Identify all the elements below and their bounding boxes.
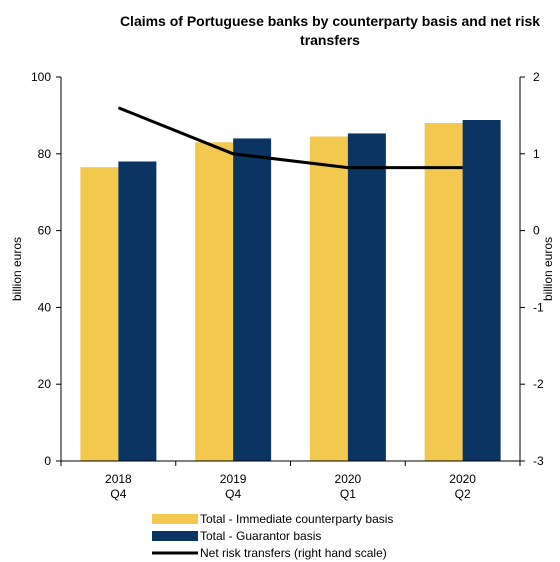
y-tick-label: 80 xyxy=(38,147,52,161)
bar-guarantor-1 xyxy=(233,138,271,461)
bar-immediate-1 xyxy=(195,142,233,461)
y-axis-title: billion euros xyxy=(10,237,24,301)
line-net-risk-transfers xyxy=(118,108,462,168)
x-tick-label-year: 2018 xyxy=(105,472,132,486)
y-tick-label: 60 xyxy=(38,224,52,238)
bar-guarantor-3 xyxy=(463,120,501,461)
y-tick-label: 20 xyxy=(38,377,52,391)
bar-immediate-3 xyxy=(425,123,463,461)
y2-tick-label: 1 xyxy=(533,147,540,161)
x-tick-label-quarter: Q4 xyxy=(225,487,241,501)
bar-guarantor-0 xyxy=(118,161,156,461)
y2-tick-label: 0 xyxy=(533,224,540,238)
x-tick-label-year: 2020 xyxy=(449,472,476,486)
y2-axis-title: billion euros xyxy=(541,237,555,301)
legend-swatch-0 xyxy=(152,514,198,524)
y2-tick-label: 2 xyxy=(533,70,540,84)
line-layer xyxy=(118,108,462,168)
x-tick-label-quarter: Q2 xyxy=(455,487,471,501)
y-tick-label: 100 xyxy=(31,70,51,84)
x-tick-label-year: 2020 xyxy=(335,472,362,486)
legend-label-0: Total - Immediate counterparty basis xyxy=(200,512,393,526)
y2-tick-label: -2 xyxy=(533,377,544,391)
legend-label-1: Total - Guarantor basis xyxy=(200,529,321,543)
y-tick-label: 40 xyxy=(38,300,52,314)
y2-tick-label: -1 xyxy=(533,300,544,314)
bars-layer xyxy=(80,120,500,461)
legend-label-2: Net risk transfers (right hand scale) xyxy=(200,546,387,560)
bar-guarantor-2 xyxy=(348,133,386,461)
legend: Total - Immediate counterparty basis Tota… xyxy=(152,512,393,560)
x-tick-label-quarter: Q4 xyxy=(110,487,126,501)
x-tick-label-quarter: Q1 xyxy=(340,487,356,501)
bar-immediate-0 xyxy=(80,167,118,461)
x-tick-label-year: 2019 xyxy=(220,472,247,486)
bar-immediate-2 xyxy=(310,137,348,461)
y2-tick-label: -3 xyxy=(533,454,544,468)
y-tick-label: 0 xyxy=(44,454,51,468)
legend-swatch-1 xyxy=(152,531,198,541)
